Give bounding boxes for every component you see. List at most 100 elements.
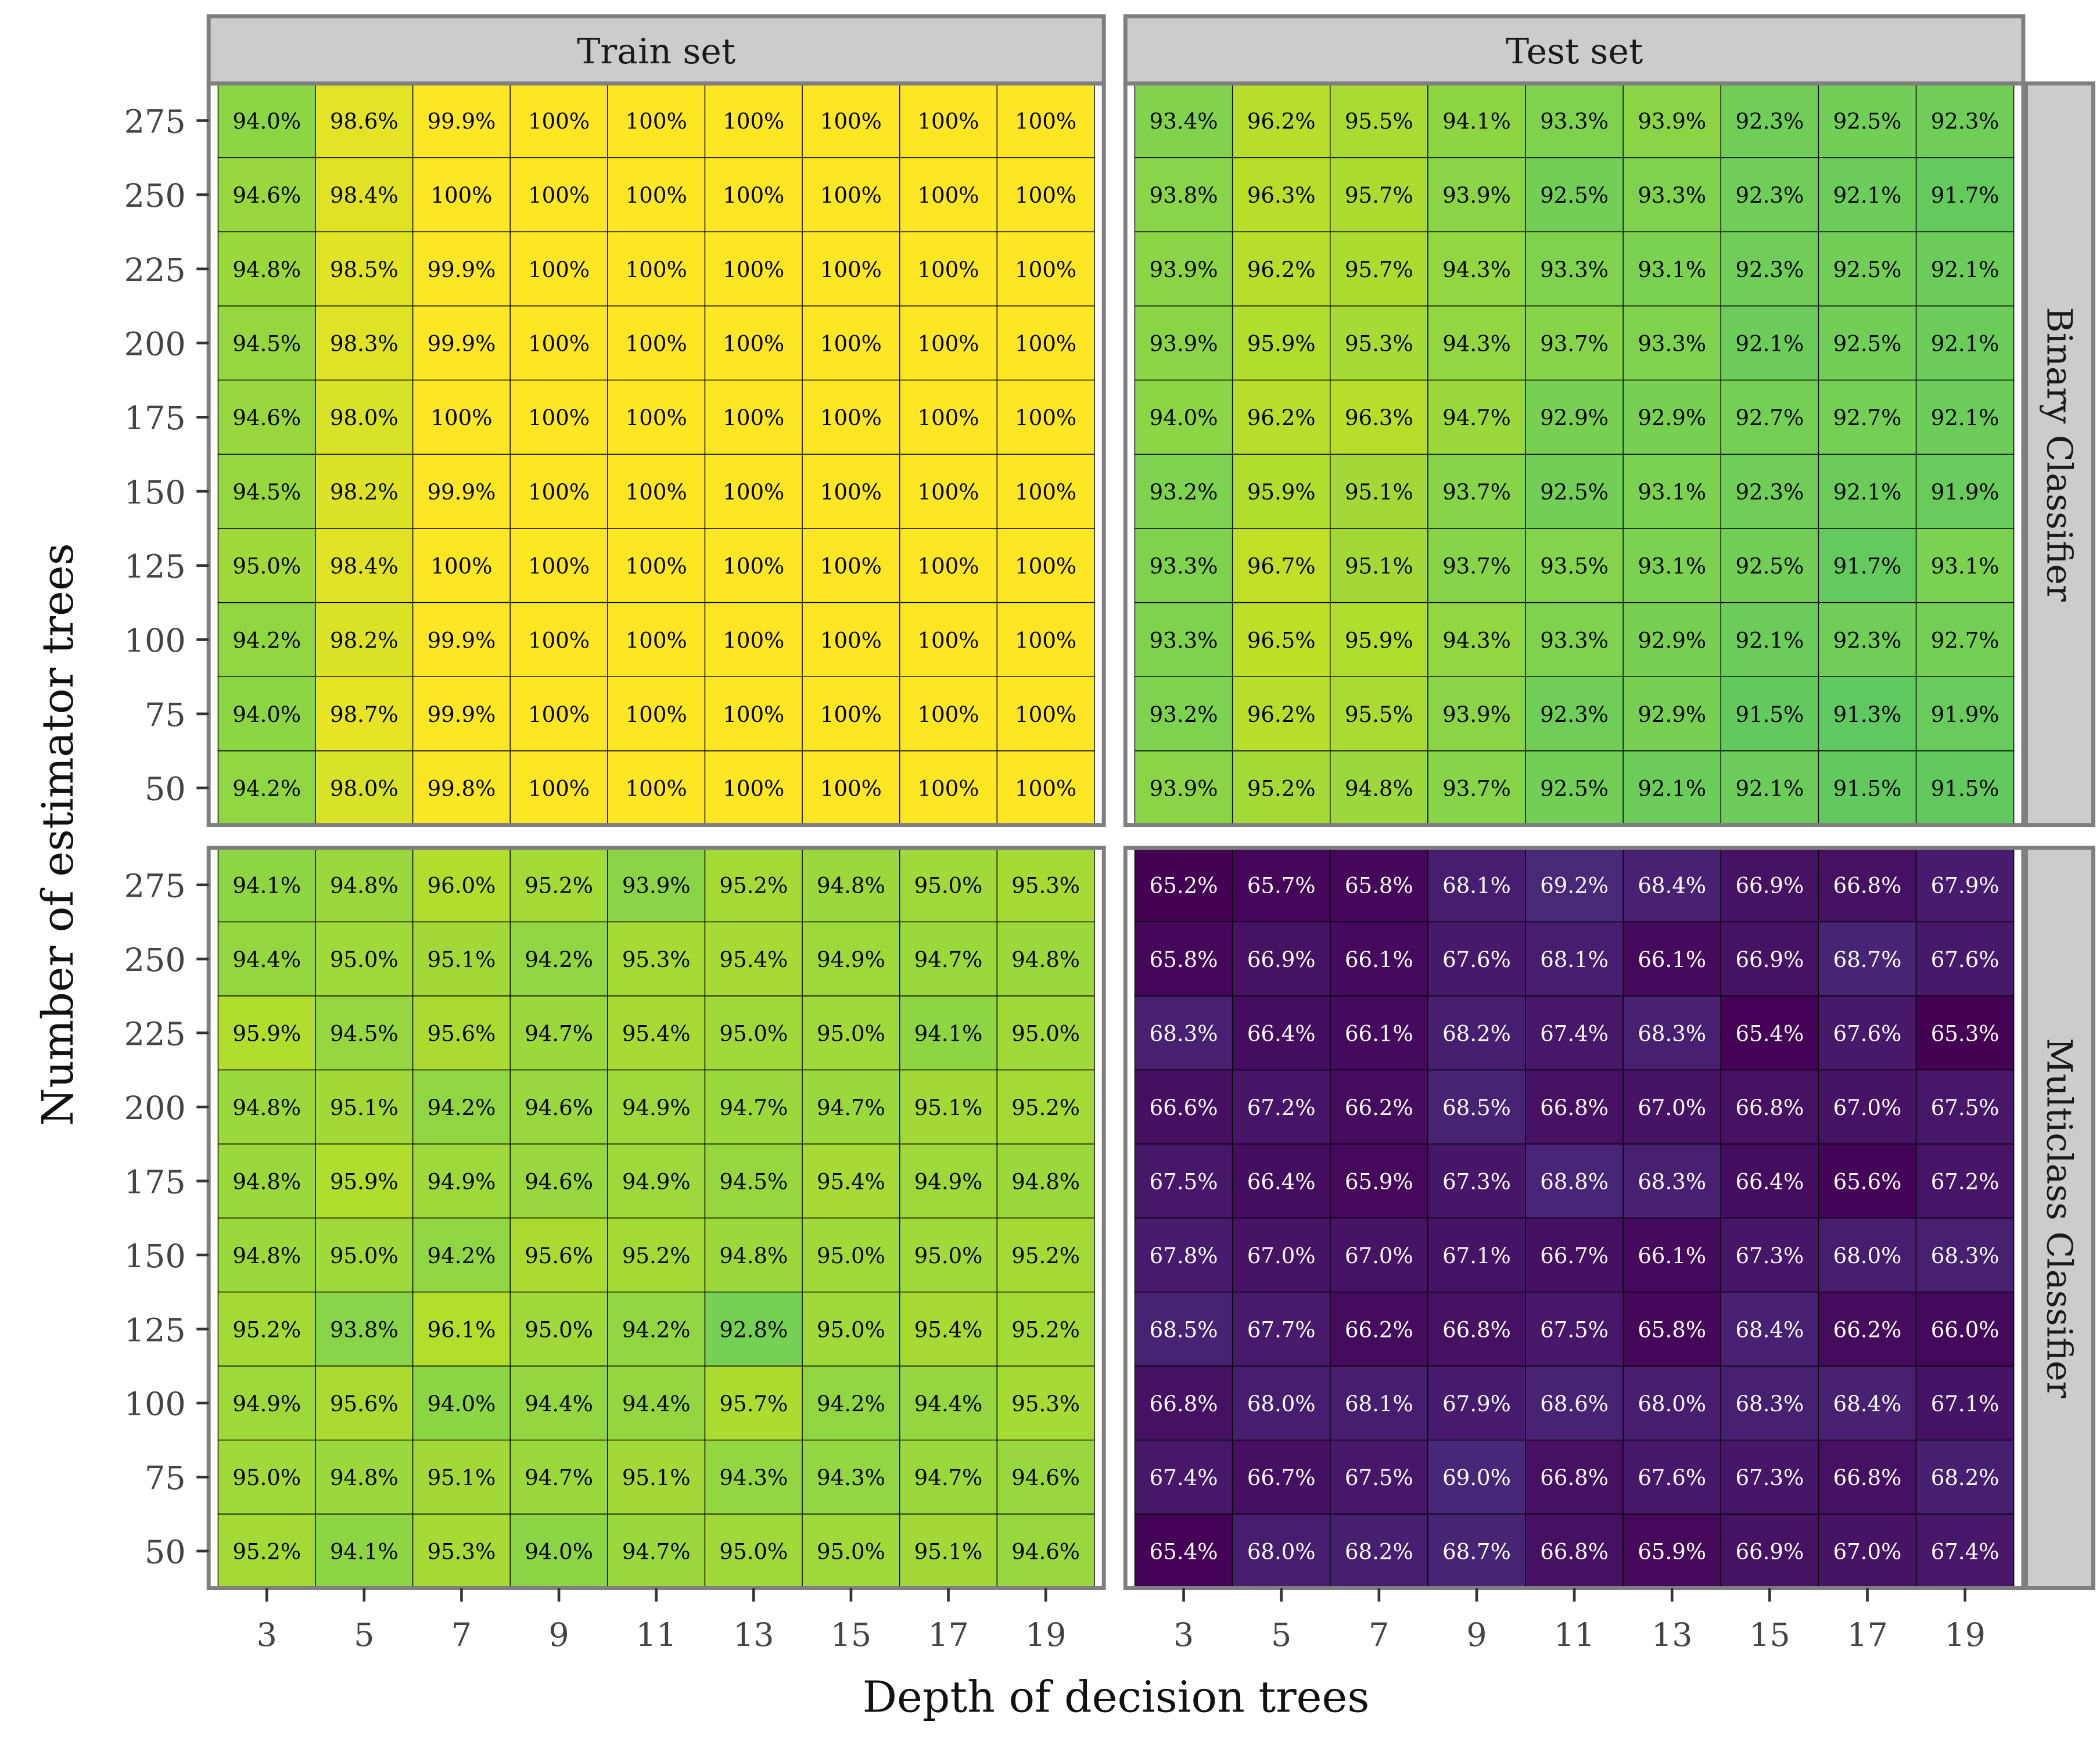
heatmap-cell [607, 750, 706, 826]
heatmap-cell [607, 1365, 706, 1441]
cell-label: 94.8% [817, 873, 885, 898]
cell-label: 93.2% [1150, 480, 1218, 505]
cell-label: 94.1% [232, 873, 301, 898]
cell-label: 94.8% [1011, 947, 1080, 972]
heatmap-cell [996, 454, 1095, 529]
heatmap-cell [1330, 305, 1428, 381]
cell-label: 92.1% [1931, 332, 2000, 357]
heatmap-cell [1134, 750, 1233, 826]
cell-label: 91.7% [1833, 554, 1902, 579]
cell-label: 100% [723, 109, 784, 134]
heatmap-cell [217, 847, 316, 923]
heatmap-cell [509, 1292, 608, 1367]
cell-label: 92.1% [1833, 480, 1902, 505]
heatmap-cell [1915, 231, 2015, 307]
y-tick-label: 175 [124, 1163, 186, 1201]
cell-label: 95.3% [428, 1540, 496, 1565]
heatmap-cell [996, 1365, 1095, 1441]
heatmap-cell [1915, 379, 2015, 455]
heatmap-cell [1330, 83, 1428, 159]
cell-label: 94.4% [622, 1392, 691, 1416]
heatmap-cell [1818, 1292, 1917, 1367]
cell-label: 68.2% [1345, 1540, 1413, 1565]
cell-label: 95.2% [1011, 1243, 1080, 1268]
cell-label: 100% [820, 480, 882, 505]
cell-label: 95.7% [1345, 257, 1413, 282]
cell-label: 98.0% [330, 776, 399, 801]
cell-label: 93.7% [1442, 776, 1511, 801]
heatmap-cell [412, 231, 511, 307]
cell-label: 96.7% [1247, 554, 1316, 579]
x-tick-label: 17 [928, 1616, 969, 1654]
cell-label: 67.2% [1931, 1169, 2000, 1194]
cell-label: 92.3% [1931, 109, 2000, 134]
cell-label: 92.5% [1540, 480, 1609, 505]
x-tick-label: 15 [831, 1616, 872, 1654]
cell-label: 66.8% [1540, 1540, 1609, 1565]
cell-label: 68.5% [1150, 1317, 1218, 1342]
heatmap-cell [899, 676, 998, 752]
heatmap-cell [1330, 528, 1428, 603]
heatmap-cell [509, 454, 608, 529]
heatmap-cell [1525, 305, 1624, 381]
cell-label: 94.2% [428, 1243, 496, 1268]
heatmap-cell [1818, 83, 1917, 159]
cell-label: 66.8% [1833, 873, 1902, 898]
cell-label: 92.3% [1540, 702, 1609, 727]
cell-label: 95.1% [622, 1465, 691, 1490]
heatmap-cell [412, 157, 511, 232]
heatmap-cell [509, 1144, 608, 1218]
heatmap-cell [1818, 1513, 1917, 1589]
heatmap-cell [1915, 750, 2015, 826]
heatmap-cell [509, 676, 608, 752]
cell-label: 95.1% [1345, 554, 1413, 579]
cell-label: 65.8% [1345, 873, 1413, 898]
heatmap-cell [802, 379, 900, 455]
cell-label: 100% [918, 183, 979, 208]
heatmap-cell [1622, 1365, 1721, 1441]
x-tick-label: 7 [1369, 1616, 1389, 1654]
heatmap-cell [704, 528, 803, 603]
cell-label: 68.3% [1931, 1243, 2000, 1268]
cell-label: 100% [1015, 776, 1076, 801]
heatmap-cell [1525, 750, 1624, 826]
cell-label: 100% [820, 554, 882, 579]
heatmap-cell [1232, 750, 1331, 826]
heatmap-cell [899, 1439, 998, 1515]
cell-label: 66.9% [1735, 1540, 1804, 1565]
cell-label: 100% [626, 776, 687, 801]
cell-label: 93.9% [1150, 332, 1218, 357]
cell-label: 68.4% [1833, 1392, 1902, 1416]
heatmap-cell [1525, 1069, 1624, 1145]
heatmap-cell [315, 1439, 414, 1515]
heatmap-cell [1330, 676, 1428, 752]
cell-label: 94.8% [232, 1095, 301, 1120]
y-axis-title: Number of estimator trees [33, 543, 83, 1126]
cell-label: 94.1% [914, 1022, 983, 1047]
heatmap-cell [1134, 995, 1233, 1071]
heatmap-cell [1622, 1439, 1721, 1515]
heatmap-cell [1720, 83, 1819, 159]
cell-label: 93.2% [1150, 702, 1218, 727]
cell-label: 95.9% [1247, 332, 1316, 357]
heatmap-cell [1720, 1439, 1819, 1515]
cell-label: 95.2% [1247, 776, 1316, 801]
cell-label: 66.4% [1735, 1169, 1804, 1194]
heatmap-cell [1622, 379, 1721, 455]
cell-label: 100% [626, 405, 687, 430]
cell-label: 99.9% [428, 332, 496, 357]
heatmap-cell [1525, 528, 1624, 603]
cell-label: 95.0% [719, 1540, 788, 1565]
cell-label: 95.4% [914, 1317, 983, 1342]
heatmap-cell [1134, 676, 1233, 752]
cell-label: 94.7% [719, 1095, 788, 1120]
cell-label: 100% [723, 554, 784, 579]
cell-label: 95.0% [232, 1465, 301, 1490]
cell-label: 100% [723, 332, 784, 357]
heatmap-cell [1134, 379, 1233, 455]
cell-label: 94.2% [232, 628, 301, 653]
cell-label: 67.9% [1931, 873, 2000, 898]
cell-label: 92.5% [1735, 554, 1804, 579]
x-tick-label: 11 [1554, 1616, 1595, 1654]
